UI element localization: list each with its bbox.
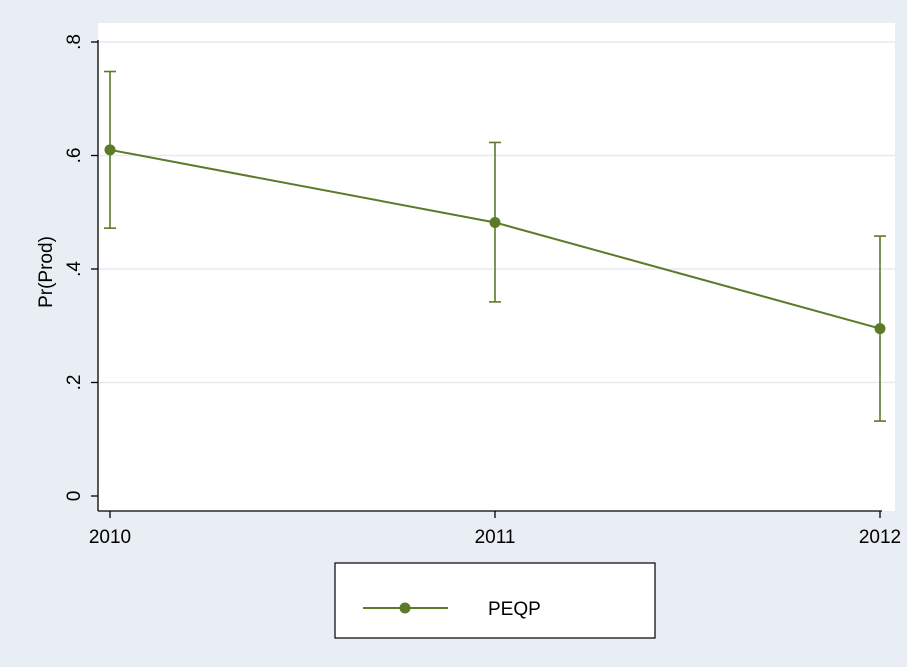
y-tick-label-2: .4 bbox=[64, 261, 85, 277]
legend-marker-sample bbox=[399, 602, 411, 614]
legend: PEQP bbox=[334, 562, 656, 639]
legend-box bbox=[334, 562, 656, 639]
y-tick-label-4: .8 bbox=[64, 34, 85, 50]
data-point-0-1 bbox=[489, 216, 501, 228]
y-axis-title: Pr(Prod) bbox=[36, 236, 57, 308]
data-point-0-2 bbox=[874, 323, 886, 335]
grid-layer bbox=[98, 41, 895, 384]
x-tick-label-0: 2010 bbox=[89, 527, 131, 548]
data-point-0-0 bbox=[104, 144, 116, 156]
y-tick-label-3: .6 bbox=[64, 148, 85, 164]
data-layer bbox=[104, 70, 886, 422]
axis-layer: 0 .2 .4 .6 .8 2010 2011 2012 bbox=[64, 34, 901, 548]
y-tick-label-0: 0 bbox=[64, 491, 85, 502]
x-tick-label-2: 2012 bbox=[859, 527, 901, 548]
y-tick-label-1: .2 bbox=[64, 375, 85, 391]
legend-label: PEQP bbox=[488, 599, 541, 620]
x-tick-label-1: 2011 bbox=[475, 527, 516, 548]
plot-area bbox=[98, 23, 895, 511]
